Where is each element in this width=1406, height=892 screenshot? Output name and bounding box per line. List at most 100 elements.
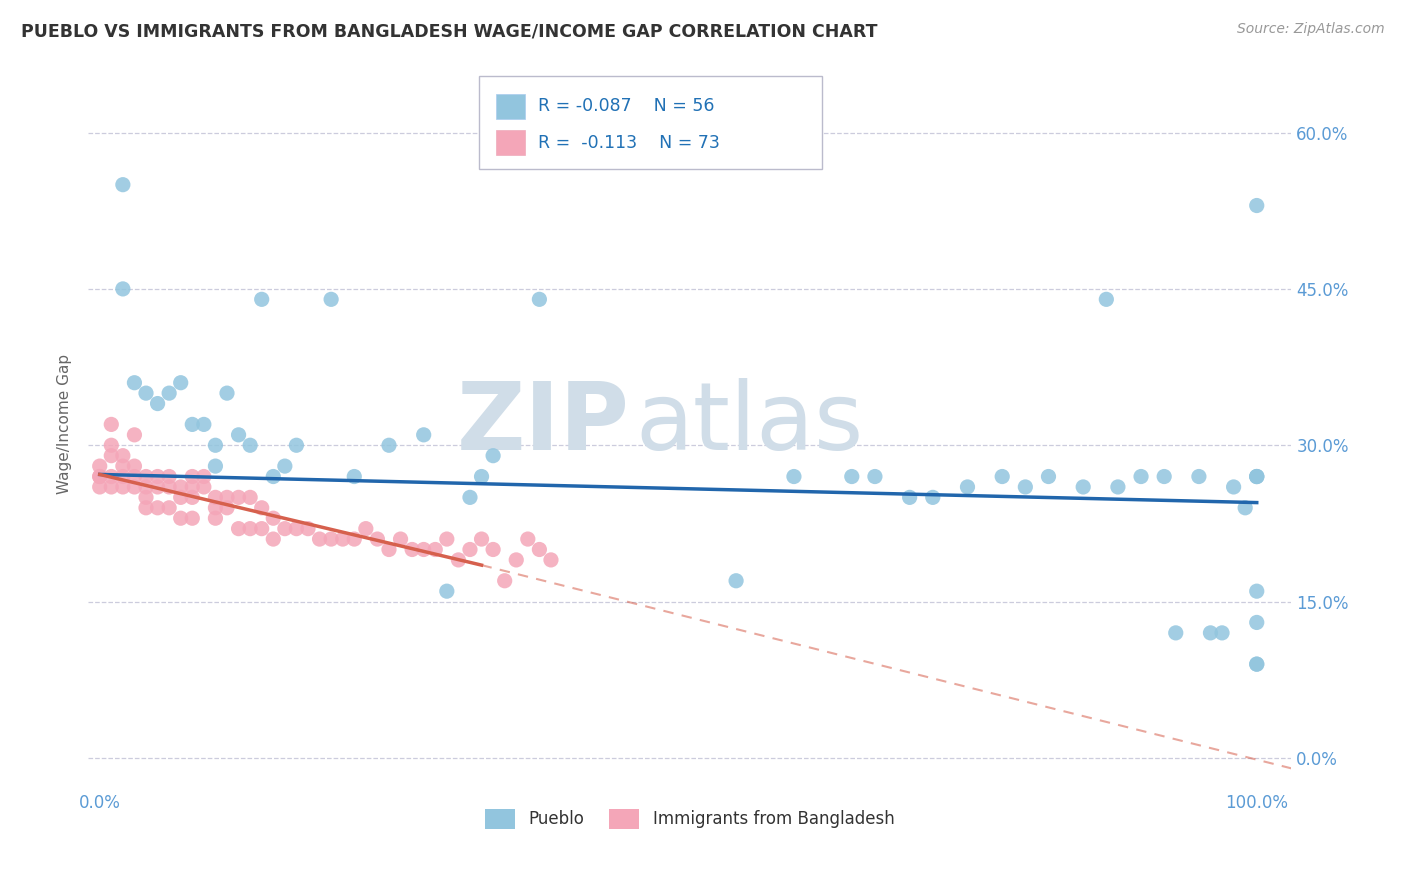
Point [436, 532, 458, 546]
Point [297, 522, 319, 536]
Point [1038, 469, 1060, 483]
Point [89, 480, 111, 494]
Point [366, 532, 388, 546]
Point [170, 511, 193, 525]
Point [725, 574, 748, 588]
Point [1130, 469, 1153, 483]
Point [1199, 625, 1222, 640]
Point [239, 522, 262, 536]
Point [181, 480, 204, 494]
Point [250, 522, 273, 536]
Point [863, 469, 886, 483]
Point [215, 500, 238, 515]
Text: PUEBLO VS IMMIGRANTS FROM BANGLADESH WAGE/INCOME GAP CORRELATION CHART: PUEBLO VS IMMIGRANTS FROM BANGLADESH WAG… [21, 22, 877, 40]
Point [1014, 480, 1036, 494]
Point [1246, 657, 1268, 672]
Point [228, 522, 250, 536]
Point [111, 282, 134, 296]
Point [321, 532, 343, 546]
Point [262, 511, 284, 525]
Point [135, 491, 157, 505]
Text: Source: ZipAtlas.com: Source: ZipAtlas.com [1237, 22, 1385, 37]
Point [285, 438, 308, 452]
Point [239, 438, 262, 452]
Point [124, 459, 146, 474]
Point [1164, 625, 1187, 640]
Point [89, 469, 111, 483]
Point [921, 491, 943, 505]
Point [204, 500, 226, 515]
Point [343, 532, 366, 546]
Point [111, 480, 134, 494]
Point [100, 480, 122, 494]
Point [308, 532, 330, 546]
Point [146, 480, 169, 494]
FancyBboxPatch shape [496, 130, 524, 155]
Point [529, 293, 551, 307]
Point [1095, 293, 1118, 307]
Text: atlas: atlas [636, 378, 863, 470]
Point [135, 386, 157, 401]
Point [1211, 625, 1233, 640]
Point [412, 427, 434, 442]
Point [204, 511, 226, 525]
Point [204, 491, 226, 505]
Point [135, 480, 157, 494]
Point [1188, 469, 1211, 483]
Point [540, 553, 562, 567]
Point [516, 532, 538, 546]
Point [100, 438, 122, 452]
Point [157, 469, 180, 483]
Point [447, 553, 470, 567]
Point [100, 449, 122, 463]
Point [157, 386, 180, 401]
Point [1246, 469, 1268, 483]
Point [1153, 469, 1175, 483]
Point [100, 417, 122, 432]
Point [89, 459, 111, 474]
Point [991, 469, 1014, 483]
Point [181, 417, 204, 432]
Point [170, 480, 193, 494]
Point [458, 491, 481, 505]
Point [124, 480, 146, 494]
Point [124, 376, 146, 390]
Point [529, 542, 551, 557]
Point [378, 438, 401, 452]
Point [274, 522, 297, 536]
Point [181, 491, 204, 505]
Point [181, 511, 204, 525]
Point [425, 542, 447, 557]
Point [135, 469, 157, 483]
Point [412, 542, 434, 557]
Point [505, 553, 527, 567]
Point [100, 469, 122, 483]
Point [111, 459, 134, 474]
Point [181, 469, 204, 483]
Point [332, 532, 354, 546]
Point [204, 459, 226, 474]
Point [215, 386, 238, 401]
Y-axis label: Wage/Income Gap: Wage/Income Gap [58, 354, 72, 494]
Point [436, 584, 458, 599]
Point [170, 491, 193, 505]
Point [1246, 198, 1268, 212]
Point [1071, 480, 1094, 494]
Point [783, 469, 806, 483]
Point [250, 293, 273, 307]
Point [111, 178, 134, 192]
Point [170, 376, 193, 390]
Point [343, 469, 366, 483]
Point [111, 469, 134, 483]
Point [470, 469, 492, 483]
Text: ZIP: ZIP [457, 378, 630, 470]
Point [228, 427, 250, 442]
Point [262, 469, 284, 483]
Point [193, 469, 215, 483]
Text: R = -0.087    N = 56: R = -0.087 N = 56 [538, 97, 714, 115]
Point [956, 480, 979, 494]
Point [1246, 615, 1268, 630]
Point [146, 396, 169, 410]
Point [1107, 480, 1129, 494]
Point [841, 469, 863, 483]
